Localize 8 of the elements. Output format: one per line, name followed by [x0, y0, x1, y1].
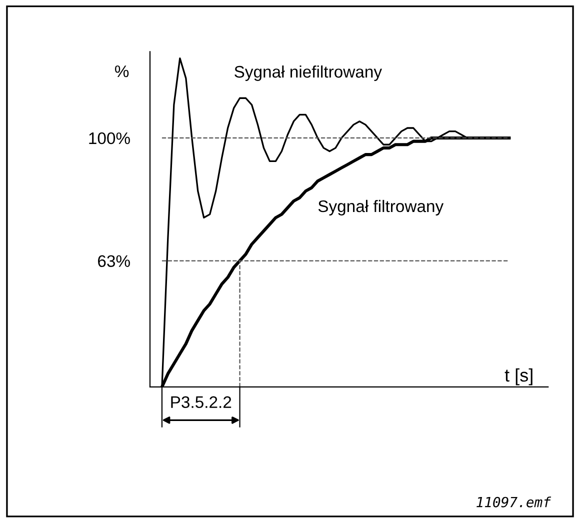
annotation: Sygnał filtrowany: [318, 200, 444, 216]
text: 11097.emf: [476, 496, 552, 508]
text: P3.5.2.2: [171, 396, 232, 408]
annotation: Sygnał niefiltrowany: [234, 65, 382, 81]
y-tick-label: 100%: [89, 132, 130, 144]
y-axis-title: %: [114, 65, 129, 78]
x-axis-title: t [s]: [504, 368, 532, 386]
y-tick-label: 63%: [98, 255, 130, 268]
